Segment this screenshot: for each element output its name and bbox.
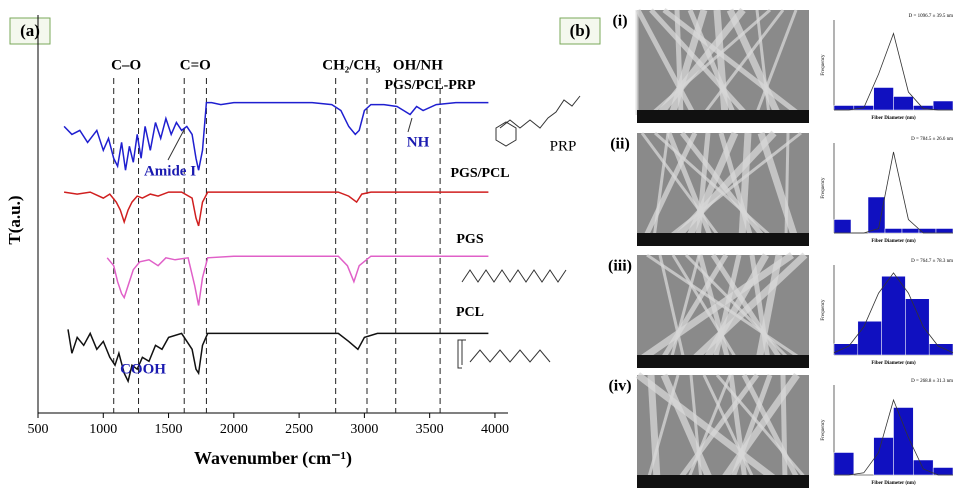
row-label: (iv)	[608, 378, 631, 395]
series-label: PCL	[456, 305, 484, 320]
bar	[885, 229, 902, 234]
row-label: (ii)	[610, 136, 630, 153]
molecule-pgs	[462, 270, 566, 282]
figure: (a) (b) 500 1000 1500 2000 2500 3000 3500 4000 W…	[0, 0, 959, 492]
bar	[936, 229, 953, 234]
bar	[874, 438, 894, 476]
x-axis-label: Fiber Diameter (nm)	[871, 116, 916, 121]
bar	[929, 344, 953, 355]
series-label: PGS/PCL	[450, 166, 509, 181]
bracket	[462, 340, 466, 365]
scale-bar-box	[637, 233, 809, 246]
y-axis-label: Frequency	[821, 54, 826, 76]
x-tick-label: 1500	[155, 422, 183, 437]
x-tick-label: 3500	[416, 422, 444, 437]
molecule-prp	[500, 96, 580, 128]
y-axis-label: T(a.u.)	[5, 195, 24, 244]
x-axis-label: Wavenumber (cm⁻¹)	[194, 448, 352, 469]
scale-bar-box	[637, 475, 809, 488]
bar	[905, 299, 929, 355]
x-axis-label: Fiber Diameter (nm)	[871, 239, 916, 244]
bar	[933, 101, 953, 110]
bar	[834, 220, 851, 234]
band-label: CH₂/CH₃	[322, 57, 381, 73]
bar	[919, 229, 936, 234]
band-label: C–O	[111, 57, 141, 73]
series-label: PGS/PCL-PRP	[385, 78, 476, 93]
y-axis-label: Frequency	[821, 177, 826, 199]
x-tick-label: 500	[28, 422, 49, 437]
row-label: (iii)	[608, 258, 632, 275]
bar	[874, 88, 894, 111]
x-tick-label: 3000	[350, 422, 378, 437]
bar	[882, 276, 906, 355]
bar	[834, 344, 858, 355]
y-axis-label: Frequency	[821, 299, 826, 321]
bar	[868, 197, 885, 233]
x-axis-label: Fiber Diameter (nm)	[871, 481, 916, 486]
band-label: C=O	[180, 57, 211, 73]
x-tick-label: 2000	[220, 422, 248, 437]
histogram-title: D = 268.8 ± 31.3 nm	[911, 379, 953, 384]
bar	[834, 453, 854, 476]
bar	[902, 229, 919, 234]
arrow	[408, 118, 412, 132]
spectrum	[64, 192, 488, 226]
x-tick-label: 2500	[285, 422, 313, 437]
series-label: PGS	[456, 232, 483, 247]
histogram-title: D = 764.7 ± 78.3 nm	[911, 259, 953, 264]
annotation: COOH	[120, 361, 166, 377]
band-label: OH/NH	[393, 57, 443, 73]
histogram-title: D = 1096.7 ± 39.5 nm	[909, 14, 953, 19]
page: {"chart_data": [ {"type": "line", "panel…	[0, 0, 959, 492]
molecule-pcl	[470, 350, 550, 362]
scale-bar-box	[637, 110, 809, 123]
spectrum	[107, 256, 488, 305]
x-tick-label: 4000	[481, 422, 509, 437]
scale-bar-box	[637, 355, 809, 368]
bar	[858, 321, 882, 355]
histogram-title: D = 784.5 ± 26.6 nm	[911, 137, 953, 142]
y-axis-label: Frequency	[821, 419, 826, 441]
panel-label: (b)	[570, 21, 591, 40]
fiber	[786, 133, 788, 238]
panel-label: (a)	[20, 21, 40, 40]
molecule-ring	[496, 122, 516, 146]
row-label: (i)	[612, 13, 627, 30]
annotation: PRP	[550, 138, 577, 154]
annotation: Amide I	[144, 163, 196, 179]
x-axis-label: Fiber Diameter (nm)	[871, 361, 916, 366]
annotation: NH	[407, 134, 430, 150]
bracket	[458, 340, 462, 368]
bar	[913, 460, 933, 475]
x-tick-label: 1000	[89, 422, 117, 437]
bar	[894, 97, 914, 111]
